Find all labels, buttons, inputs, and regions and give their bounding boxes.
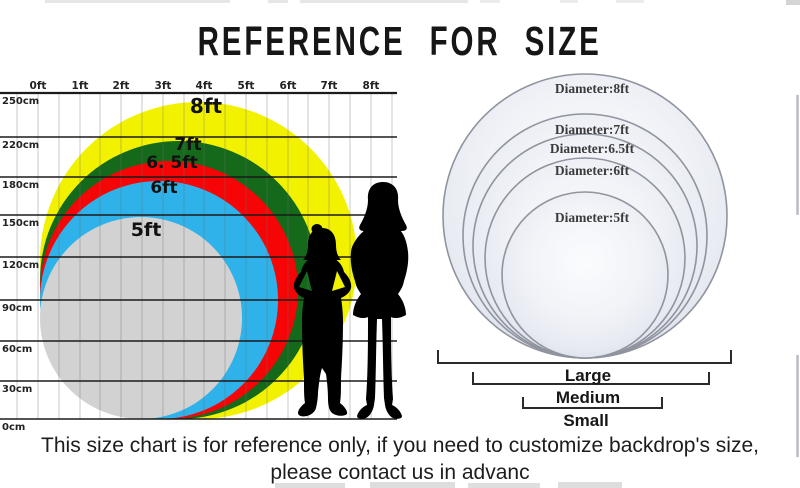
plate-diameter-label-6p5ft: Diameter:6.5ft	[550, 141, 635, 156]
cm-axis-label: 220cm	[2, 140, 39, 151]
bracket-label-small: Small	[563, 411, 608, 430]
circle-size-label-8ft: 8ft	[190, 94, 223, 118]
page-title-text: REFERENCE FOR SIZE	[197, 18, 603, 64]
ft-axis-label: 6ft	[280, 80, 297, 92]
plate-diameter-label-8ft: Diameter:8ft	[555, 81, 630, 96]
size-circle-5ft	[40, 217, 242, 419]
ft-axis-label: 3ft	[155, 80, 172, 92]
cm-axis-label: 60cm	[2, 344, 32, 355]
ft-axis-label: 1ft	[72, 80, 89, 92]
cm-axis-label: 180cm	[2, 180, 39, 191]
cm-axis-label: 250cm	[2, 96, 39, 107]
scale-silhouettes	[293, 182, 409, 419]
circle-size-label-6ft: 6ft	[150, 178, 177, 198]
page-title: REFERENCE FOR SIZE	[0, 18, 800, 65]
plate-diameter-label-7ft: Diameter:7ft	[555, 122, 630, 137]
cm-axis-label: 120cm	[2, 260, 39, 271]
circle-size-label-5ft: 5ft	[131, 219, 162, 241]
bracket-large	[437, 350, 732, 364]
circle-size-labels: 8ft 7ft 6. 5ft 6ft 5ft	[131, 94, 223, 241]
cm-axis-label: 30cm	[2, 384, 32, 395]
cm-axis-label: 90cm	[2, 303, 32, 314]
circle-size-label-7ft: 7ft	[174, 135, 201, 155]
ft-axis-label: 8ft	[363, 80, 380, 92]
plate-circles	[442, 73, 728, 359]
ft-axis: 0ft 1ft 2ft 3ft 4ft 5ft 6ft 7ft 8ft	[30, 80, 380, 92]
plate-diameter-label-6ft: Diameter:6ft	[555, 163, 630, 178]
cm-axis: 250cm 220cm 180cm 150cm 120cm 90cm 60cm …	[2, 96, 39, 433]
cm-axis-label: 150cm	[2, 218, 39, 229]
woman-silhouette	[350, 182, 409, 419]
size-brackets	[437, 350, 732, 409]
cropped-edge-artifacts	[45, 0, 800, 488]
plate-circle-5ft	[501, 191, 669, 359]
ft-axis-label: 5ft	[238, 80, 255, 92]
plate-diameter-label-5ft: Diameter:5ft	[555, 210, 630, 225]
vertical-gridlines	[16, 93, 393, 419]
size-bracket-labels: Large Medium Small	[556, 366, 620, 430]
child-silhouette	[293, 224, 352, 417]
bracket-label-large: Large	[565, 366, 611, 385]
ft-axis-label: 0ft	[30, 80, 47, 92]
circle-size-label-6p5ft: 6. 5ft	[146, 153, 198, 173]
bracket-label-medium: Medium	[556, 388, 620, 407]
ft-axis-label: 2ft	[113, 80, 130, 92]
footer-note-line2: please contact us in advanc	[270, 461, 530, 484]
footer-note-line1: This size chart is for reference only, i…	[41, 434, 759, 457]
ft-axis-label: 7ft	[321, 80, 338, 92]
cm-axis-label: 0cm	[2, 422, 25, 433]
bracket-medium	[472, 372, 710, 385]
ft-axis-label: 4ft	[196, 80, 213, 92]
bracket-small	[522, 397, 663, 409]
plate-diameter-labels: Diameter:8ft Diameter:7ft Diameter:6.5ft…	[550, 81, 635, 225]
